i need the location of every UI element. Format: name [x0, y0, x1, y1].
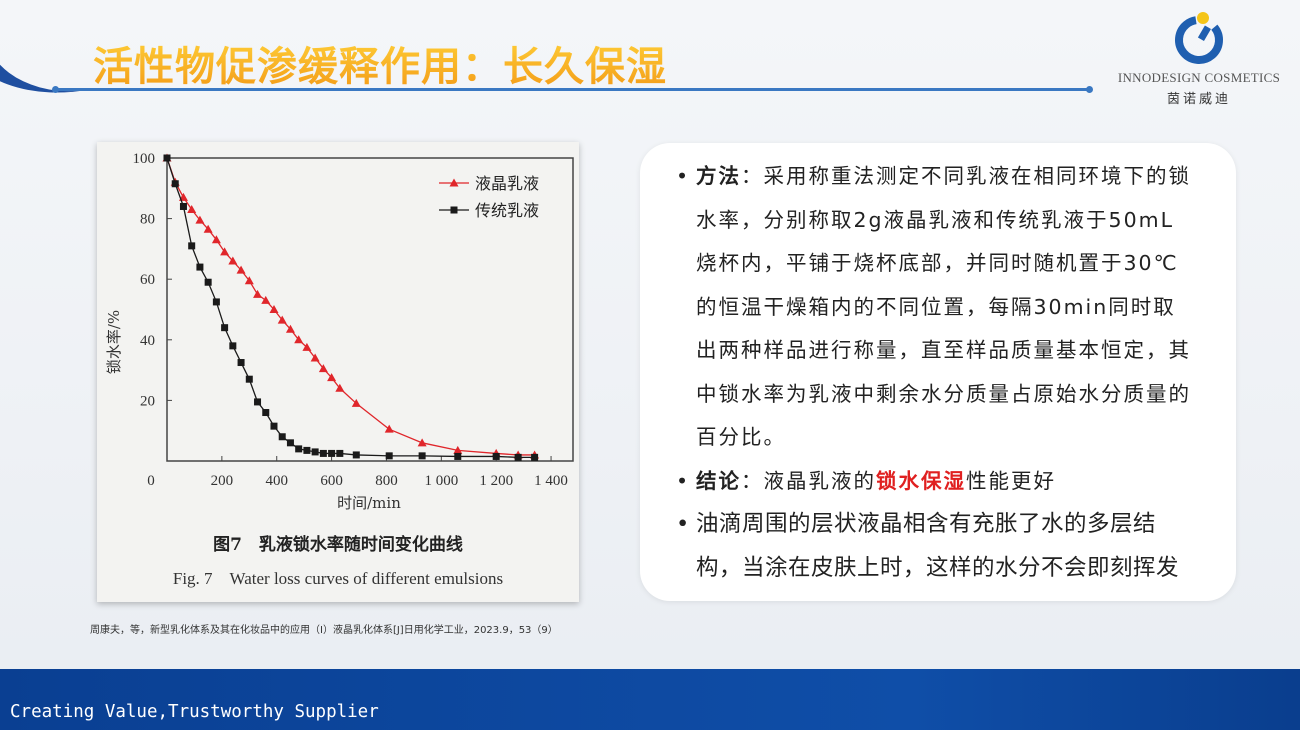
data-point-0: [236, 265, 246, 274]
data-point-0: [220, 247, 230, 256]
data-point-1: [311, 448, 319, 456]
logo-text-en: INNODESIGN COSMETICS: [1117, 70, 1281, 85]
figure-caption-en: Fig. 7 Water loss curves of different em…: [172, 569, 504, 588]
data-point-1: [492, 452, 500, 460]
data-point-0: [285, 324, 295, 333]
footer-slogan: Creating Value,Trustworthy Supplier: [10, 702, 379, 722]
x-tick-label: 0: [147, 473, 155, 489]
method-label: 方法: [696, 164, 741, 188]
y-tick-label: 20: [140, 393, 155, 409]
mechanism-text: 油滴周围的层状液晶相含有充胀了水的多层结构，当涂在皮肤上时，这样的水分不会即刻挥…: [696, 511, 1180, 581]
data-point-1: [179, 202, 187, 210]
data-point-0: [211, 235, 221, 244]
legend-label-liquid-crystal: 液晶乳液: [475, 174, 539, 193]
method-bullet: 方法：采用称重法测定不同乳液在相同环境下的锁水率，分别称取2g液晶乳液和传统乳液…: [676, 155, 1196, 460]
data-point-0: [269, 305, 279, 313]
data-point-1: [295, 445, 303, 453]
legend-label-traditional: 传统乳液: [475, 201, 539, 220]
data-point-0: [261, 295, 271, 304]
conclusion-pre: 液晶乳液的: [763, 468, 876, 493]
y-axis-label: 锁水率/%: [105, 310, 123, 374]
conclusion-highlight: 锁水保湿: [876, 468, 966, 493]
citation: 周康夫，等，新型乳化体系及其在化妆品中的应用（I）液晶乳化体系[J]日用化学工业…: [90, 625, 558, 636]
y-tick-label: 60: [140, 272, 155, 288]
data-point-1: [352, 451, 360, 459]
x-axis-label: 时间/min: [337, 494, 401, 512]
data-point-1: [229, 342, 237, 350]
data-point-1: [278, 433, 286, 441]
data-point-1: [385, 452, 393, 460]
page-title: 活性物促渗缓释作用：长久保湿: [93, 34, 667, 92]
x-tick-label: 200: [211, 473, 234, 489]
logo-text-cn: 茵诺威迪: [1166, 92, 1231, 107]
data-point-0: [203, 224, 213, 233]
data-point-1: [270, 422, 278, 430]
data-point-1: [221, 324, 229, 332]
data-point-0: [318, 364, 328, 373]
data-point-1: [188, 242, 196, 250]
data-point-0: [310, 353, 320, 362]
data-point-0: [327, 373, 337, 382]
data-point-0: [244, 276, 254, 285]
data-point-1: [204, 278, 212, 286]
data-point-0: [335, 383, 345, 392]
data-point-1: [237, 359, 245, 367]
data-point-1: [286, 439, 294, 447]
data-point-0: [294, 335, 304, 344]
conclusion-sep: ：: [741, 468, 764, 493]
water-retention-chart: 锁水率/% 时间/min 液晶乳液 传统乳液 0 200 400 600 800 1 00…: [105, 151, 574, 512]
x-tick-label: 1 000: [424, 473, 458, 489]
method-text: 采用称重法测定不同乳液在相同环境下的锁水率，分别称取2g液晶乳液和传统乳液于50…: [696, 164, 1191, 449]
company-logo: INNODESIGN COSMETICS 茵诺威迪: [1108, 10, 1290, 107]
data-point-0: [228, 256, 238, 265]
data-point-0: [187, 205, 197, 214]
data-point-1: [319, 449, 327, 457]
data-point-0: [302, 342, 312, 351]
y-tick-label: 100: [133, 151, 156, 167]
y-tick-label: 80: [140, 212, 155, 228]
conclusion-label: 结论: [696, 468, 741, 493]
data-point-0: [453, 445, 463, 454]
data-point-0: [351, 398, 361, 407]
x-tick-label: 1 200: [479, 473, 513, 489]
data-point-1: [245, 375, 253, 383]
figure-caption-cn: 图7 乳液锁水率随时间变化曲线: [213, 535, 463, 555]
legend-marker-1: [450, 206, 458, 214]
data-point-1: [514, 453, 522, 461]
data-point-1: [163, 154, 171, 162]
method-sep: ：: [741, 164, 764, 188]
data-point-1: [454, 452, 462, 460]
chart-figure: 锁水率/% 时间/min 液晶乳液 传统乳液 0 200 400 600 800 1 00…: [97, 142, 579, 602]
data-point-1: [171, 180, 179, 188]
data-point-1: [303, 446, 311, 454]
data-point-1: [212, 298, 220, 306]
logo-mark-icon: [1175, 12, 1223, 64]
data-point-1: [262, 409, 270, 417]
data-point-1: [328, 449, 336, 457]
data-point-0: [417, 438, 427, 447]
data-point-0: [195, 215, 205, 224]
x-tick-label: 1 400: [534, 473, 568, 489]
data-point-0: [253, 289, 263, 298]
data-point-1: [254, 398, 262, 406]
plot-frame: [166, 157, 574, 462]
description-card: 方法：采用称重法测定不同乳液在相同环境下的锁水率，分别称取2g液晶乳液和传统乳液…: [640, 143, 1236, 601]
data-point-0: [384, 424, 394, 433]
footer-band: Creating Value,Trustworthy Supplier: [0, 669, 1300, 730]
data-point-1: [196, 263, 204, 271]
data-point-1: [418, 452, 426, 460]
data-point-1: [531, 453, 539, 461]
y-tick-label: 40: [140, 333, 155, 349]
x-tick-label: 800: [375, 473, 398, 489]
mechanism-bullet: 油滴周围的层状液晶相含有充胀了水的多层结构，当涂在皮肤上时，这样的水分不会即刻挥…: [676, 503, 1196, 590]
x-tick-label: 600: [320, 473, 343, 489]
data-point-1: [336, 449, 344, 457]
legend-marker-0: [449, 178, 459, 187]
conclusion-bullet: 结论：液晶乳液的锁水保湿性能更好: [676, 460, 1196, 504]
data-point-0: [277, 315, 287, 324]
conclusion-post: 性能更好: [966, 468, 1056, 493]
x-tick-label: 400: [265, 473, 288, 489]
title-divider: [52, 86, 1093, 93]
